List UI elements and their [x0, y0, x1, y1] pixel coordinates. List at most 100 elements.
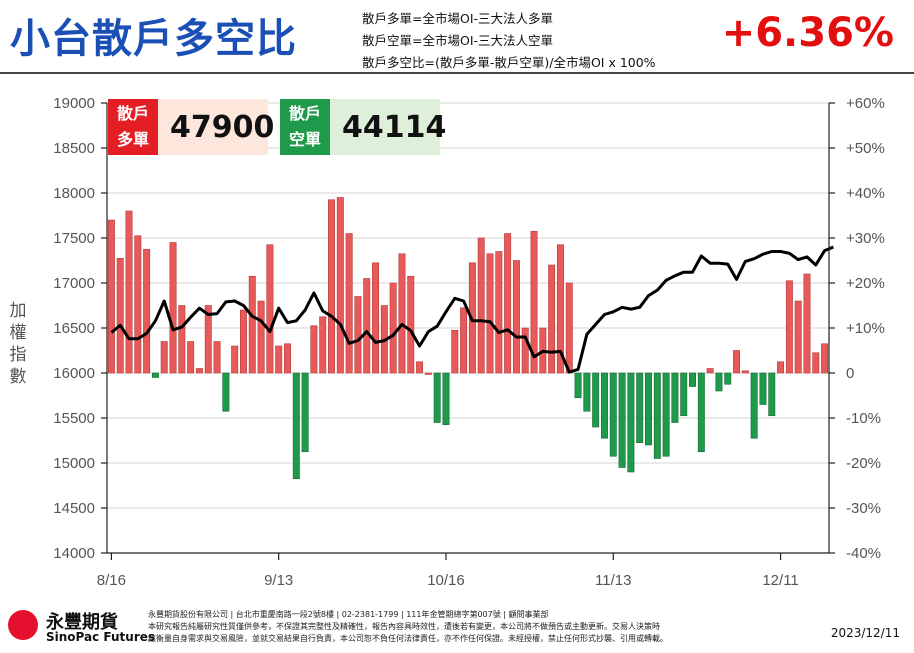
index-series-line	[110, 245, 834, 374]
bar	[697, 372, 705, 453]
y-left-tick-label: 14500	[53, 500, 95, 517]
short-tag-line1: 散戶	[288, 104, 321, 123]
y-right-tick-label: +10%	[846, 320, 885, 337]
header-divider	[0, 72, 914, 74]
bar	[565, 282, 573, 374]
bar	[486, 253, 494, 374]
short-tag: 散戶 空單	[280, 99, 330, 155]
bar	[266, 244, 274, 374]
bar	[592, 372, 600, 428]
bar	[107, 219, 115, 374]
bar	[504, 233, 512, 374]
bar	[706, 368, 714, 374]
short-tag-line2: 空單	[288, 130, 321, 149]
short-value: 44114	[330, 99, 446, 155]
y-right-tick-label: 0	[846, 365, 854, 382]
bar	[319, 316, 327, 374]
page-title: 小台散戶多空比	[10, 16, 297, 62]
gridlines	[107, 102, 829, 554]
y-left-tick-label: 18000	[53, 185, 95, 202]
bar	[750, 372, 758, 439]
axes: 19000 +60% 18500 +50% 18000 +40% 17500 +30% 1700…	[53, 95, 885, 589]
bar	[521, 327, 529, 374]
disclaimer-line-1: 永豐期貨股份有限公司 | 台北市重慶南路一段2號8樓 | 02-2381-179…	[148, 610, 549, 619]
chart: 19000 +60% 18500 +50% 18000 +40% 17500 +30% 1700…	[53, 95, 885, 589]
bar	[574, 372, 582, 399]
logo-icon	[8, 610, 38, 640]
bar	[627, 372, 635, 473]
bar	[777, 361, 785, 374]
x-tick-label: 12/11	[762, 572, 798, 589]
logo-en: SinoPac Futures	[46, 630, 156, 644]
bar	[495, 251, 503, 374]
bar	[257, 300, 265, 374]
bar	[618, 372, 626, 468]
y-right-tick-label: +30%	[846, 230, 885, 247]
long-tag-line1: 散戶	[116, 104, 149, 123]
bar	[178, 305, 186, 374]
bar	[336, 197, 344, 374]
bar	[689, 372, 696, 387]
bars	[107, 197, 829, 480]
bar	[284, 343, 291, 374]
y-right-tick-label: +20%	[846, 275, 885, 292]
y-left-tick-label: 17000	[53, 275, 95, 292]
y-left-tick-label: 14000	[53, 545, 95, 562]
bar	[143, 248, 151, 374]
definition-long: 散戶多單=全市場OI-三大法人多單	[362, 11, 554, 26]
bar	[477, 237, 485, 374]
bar	[187, 341, 195, 374]
bar	[195, 368, 203, 374]
bar	[213, 341, 221, 374]
bar	[733, 350, 741, 374]
ratio-value: +6.36%	[721, 10, 894, 56]
definition-ratio: 散戶多空比=(散戶多單-散戶空單)/全市場OI x 100%	[362, 55, 656, 70]
y-right-tick-label: +50%	[846, 140, 885, 157]
bar	[671, 372, 679, 423]
bar	[636, 372, 644, 444]
bar	[424, 372, 432, 375]
y-right-tick-label: -20%	[846, 455, 881, 472]
y-right-tick-label: -30%	[846, 500, 881, 517]
bar	[372, 262, 380, 374]
logo-cn: 永豐期貨	[46, 612, 118, 633]
bar	[169, 242, 177, 374]
bar	[116, 257, 124, 374]
disclaimer-line-3: 應衡量自身需求與交易風險，並就交易結果自行負責，本公司恕不負任何法律責任，亦不作…	[148, 634, 668, 643]
bar	[407, 275, 415, 374]
bar	[645, 372, 652, 446]
bar	[512, 260, 520, 374]
definitions: 散戶多單=全市場OI-三大法人多單 散戶空單=全市場OI-三大法人空單 散戶多空…	[362, 8, 656, 74]
bar	[451, 329, 459, 374]
bar	[715, 372, 723, 392]
index-line	[110, 245, 834, 374]
x-tick-label: 9/13	[264, 572, 293, 589]
bar	[785, 280, 793, 374]
definition-short: 散戶空單=全市場OI-三大法人空單	[362, 33, 554, 48]
disclaimer: 永豐期貨股份有限公司 | 台北市重慶南路一段2號8樓 | 02-2381-179…	[148, 609, 763, 645]
y-left-tick-label: 16000	[53, 365, 95, 382]
bar	[768, 372, 776, 417]
bar	[741, 370, 749, 374]
long-value: 47900	[158, 99, 274, 155]
bar	[151, 372, 159, 378]
bar	[231, 345, 239, 374]
report-date: 2023/12/11	[830, 626, 900, 640]
bar	[345, 233, 353, 374]
bar	[240, 309, 247, 374]
short-box: 散戶 空單 44114	[280, 99, 446, 155]
bar	[416, 361, 424, 374]
bar	[556, 244, 564, 374]
bar	[609, 372, 617, 457]
bar	[125, 210, 133, 374]
bar	[442, 372, 450, 426]
y-right-tick-label: +60%	[846, 95, 885, 112]
bar	[759, 372, 767, 405]
long-tag: 散戶 多單	[108, 99, 158, 155]
y-axis-label: 加權指數	[9, 301, 27, 387]
y-left-tick-label: 16500	[53, 320, 95, 337]
bar	[310, 325, 318, 374]
y-left-tick-label: 18500	[53, 140, 95, 157]
bar	[398, 253, 406, 374]
bar	[794, 300, 802, 374]
